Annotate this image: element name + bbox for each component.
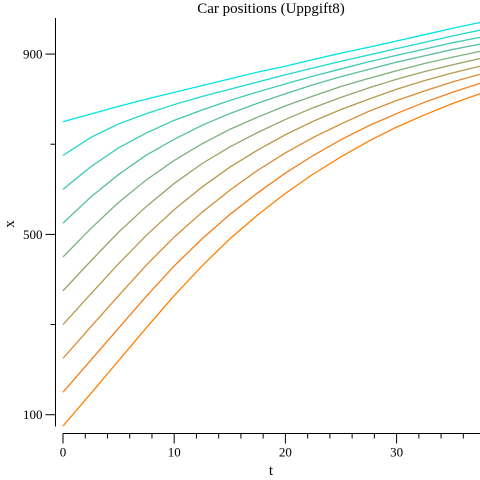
x-tick-label: 10 — [168, 445, 181, 460]
series-line-6 — [62, 57, 480, 292]
y-axis-label: x — [2, 220, 18, 228]
tick-marks — [45, 53, 464, 444]
series-line-2 — [62, 29, 480, 157]
x-tick-label: 30 — [390, 445, 403, 460]
series-line-10 — [62, 93, 480, 427]
series-line-9 — [62, 82, 480, 393]
series-line-3 — [62, 36, 480, 190]
y-tick-label: 100 — [23, 407, 43, 422]
axes — [55, 18, 480, 434]
x-tick-label: 0 — [60, 445, 67, 460]
y-tick-label: 500 — [23, 227, 43, 242]
chart-title: Car positions (Uppgift8) — [197, 1, 345, 17]
series-line-8 — [62, 73, 480, 359]
plot-lines — [62, 21, 480, 427]
x-tick-label: 20 — [279, 445, 292, 460]
series-line-4 — [62, 43, 480, 224]
series-line-1 — [62, 21, 480, 123]
y-tick-label: 900 — [23, 47, 43, 62]
tick-labels: 0 10 20 30 100 500 900 — [23, 47, 403, 460]
series-line-5 — [62, 50, 480, 258]
series-line-7 — [62, 65, 480, 325]
x-axis-label: t — [269, 463, 274, 479]
